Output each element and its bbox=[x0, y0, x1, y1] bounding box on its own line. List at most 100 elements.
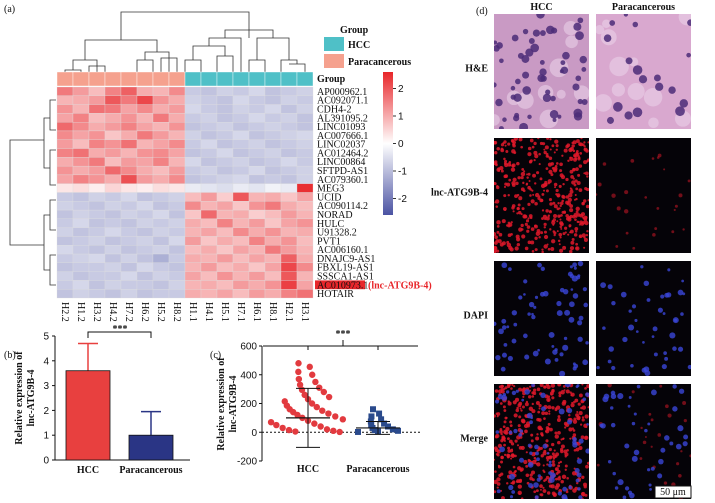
row-label: AC079360.1 bbox=[317, 175, 368, 186]
heat-cell bbox=[136, 271, 154, 281]
heat-cell bbox=[168, 271, 186, 281]
cell bbox=[509, 424, 513, 428]
cell bbox=[519, 407, 522, 410]
heat-cell bbox=[264, 201, 282, 211]
row-label: AC092071.1 bbox=[317, 96, 368, 107]
cell bbox=[503, 194, 507, 198]
cell bbox=[524, 402, 529, 407]
cell bbox=[555, 193, 558, 196]
cell bbox=[548, 460, 552, 464]
cell bbox=[548, 198, 553, 202]
cell bbox=[536, 462, 541, 467]
point bbox=[319, 407, 326, 414]
cell bbox=[573, 400, 576, 404]
y-tick-label: 2 bbox=[43, 406, 49, 417]
cell bbox=[628, 396, 632, 399]
cell bbox=[531, 395, 535, 398]
cell bbox=[496, 415, 499, 418]
heat-cell bbox=[280, 148, 298, 158]
cell bbox=[499, 242, 504, 247]
heat-cell bbox=[56, 174, 74, 184]
cell bbox=[514, 246, 519, 251]
heat-cell bbox=[184, 218, 202, 228]
cell bbox=[496, 482, 501, 486]
cell bbox=[557, 491, 562, 496]
heat-cell bbox=[232, 236, 250, 246]
cell bbox=[551, 442, 555, 447]
cell bbox=[558, 461, 561, 464]
cell bbox=[562, 486, 568, 492]
cell bbox=[533, 305, 537, 309]
cell bbox=[542, 489, 547, 493]
heat-cell bbox=[104, 289, 122, 299]
cell bbox=[540, 231, 544, 235]
cell bbox=[640, 265, 644, 269]
heat-cell bbox=[120, 157, 138, 167]
heat-cell bbox=[216, 280, 234, 290]
cell bbox=[576, 481, 579, 485]
cell bbox=[564, 384, 571, 388]
heat-cell bbox=[88, 183, 106, 193]
cell bbox=[672, 346, 677, 351]
heat-cell bbox=[120, 262, 138, 272]
cell bbox=[557, 214, 561, 218]
cell bbox=[522, 181, 525, 185]
column-label: H1.1 bbox=[187, 302, 198, 322]
cell bbox=[500, 366, 506, 372]
y-axis-label: Relative expression of bbox=[216, 357, 227, 451]
cell bbox=[544, 411, 549, 416]
heat-cell bbox=[280, 130, 298, 140]
cell bbox=[510, 482, 513, 485]
cell bbox=[557, 384, 562, 387]
cell bbox=[524, 429, 528, 434]
heat-cell bbox=[264, 253, 282, 263]
cell bbox=[545, 154, 549, 158]
cell bbox=[596, 94, 612, 112]
heat-cell bbox=[264, 192, 282, 202]
heat-cell bbox=[56, 165, 74, 176]
cell bbox=[569, 437, 572, 440]
heat-cell bbox=[152, 289, 170, 299]
cell bbox=[508, 473, 516, 480]
cell bbox=[631, 390, 635, 394]
heat-cell bbox=[104, 192, 122, 202]
cell bbox=[556, 417, 561, 422]
cell bbox=[549, 228, 552, 231]
heat-cell bbox=[232, 104, 250, 114]
heat-cell bbox=[232, 86, 250, 96]
heat-cell bbox=[104, 113, 122, 123]
group-cell bbox=[248, 71, 266, 87]
point bbox=[320, 388, 328, 396]
cell bbox=[542, 451, 547, 456]
cell bbox=[543, 417, 546, 420]
cell bbox=[545, 209, 549, 213]
cell bbox=[505, 149, 509, 153]
point bbox=[296, 381, 304, 389]
point bbox=[370, 406, 376, 413]
heat-cell bbox=[56, 289, 74, 299]
heat-cell bbox=[168, 122, 186, 132]
cell bbox=[644, 435, 647, 438]
cell bbox=[600, 282, 607, 289]
cell bbox=[550, 393, 553, 396]
heat-cell bbox=[280, 192, 298, 202]
group-cell bbox=[296, 71, 314, 87]
heat-cell bbox=[72, 253, 90, 263]
heat-cell bbox=[232, 227, 250, 237]
heat-cell bbox=[168, 209, 186, 220]
cell bbox=[500, 455, 504, 460]
cell bbox=[499, 429, 503, 434]
panel-label: (d) bbox=[476, 6, 488, 17]
cell bbox=[545, 384, 550, 387]
heat-cell bbox=[168, 253, 186, 263]
heat-cell bbox=[264, 165, 282, 176]
heat-cell bbox=[232, 209, 250, 220]
heat-cell bbox=[296, 130, 314, 140]
cell bbox=[624, 111, 633, 120]
cell bbox=[494, 479, 498, 485]
cell bbox=[513, 428, 518, 434]
heat-cell bbox=[264, 139, 282, 149]
heat-cell bbox=[184, 245, 202, 255]
cell bbox=[648, 412, 652, 416]
